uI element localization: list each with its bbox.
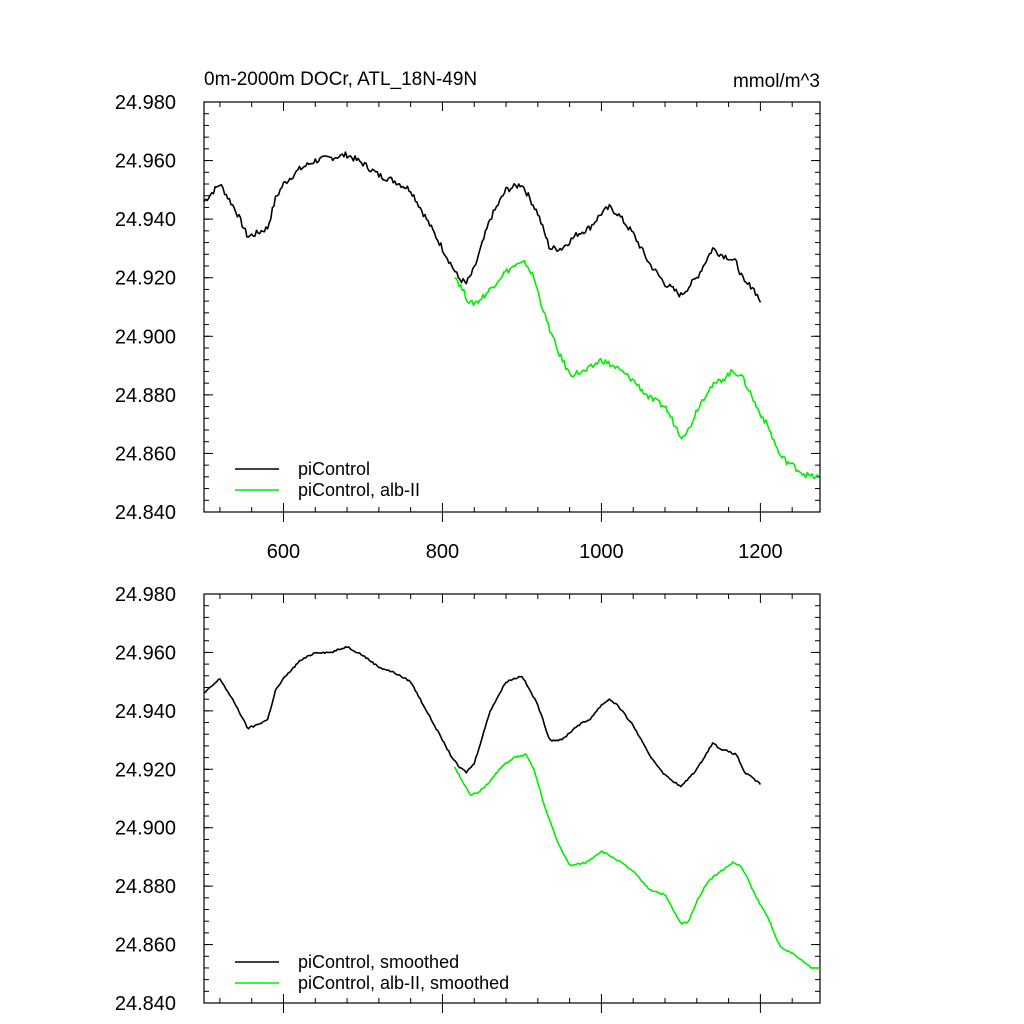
- y-tick-label: 24.980: [115, 584, 176, 606]
- y-tick-label: 24.860: [115, 935, 176, 957]
- series-line-1: [454, 259, 821, 480]
- series-line-0: [203, 645, 762, 788]
- y-tick-label: 24.980: [115, 92, 176, 114]
- bottom-panel: 24.980 24.960 24.940 24.920 24.900 24.880 24.8…: [115, 584, 821, 1015]
- y-tick-label: 24.860: [115, 443, 176, 465]
- y-tick-label: 24.960: [115, 151, 176, 173]
- y-tick-label: 24.880: [115, 385, 176, 407]
- series-line-1: [453, 753, 821, 970]
- plot-frame: [203, 101, 821, 513]
- y-tick-label: 24.920: [115, 268, 176, 290]
- y-tick-label: 24.940: [115, 701, 176, 723]
- y-tick-label: 24.840: [115, 993, 176, 1015]
- y-tick-label: 24.920: [115, 759, 176, 781]
- x-tick-label: 1000: [579, 541, 624, 563]
- y-tick-label: 24.840: [115, 502, 176, 524]
- legend-label: piControl, alb-II, smoothed: [298, 973, 509, 993]
- series-line-0: [203, 151, 762, 303]
- units-label: mmol/m^3: [733, 71, 820, 92]
- legend-label: piControl, smoothed: [298, 952, 459, 972]
- legend-label: piControl: [298, 459, 370, 479]
- x-tick-label: 1200: [738, 541, 783, 563]
- y-tick-label: 24.880: [115, 876, 176, 898]
- y-tick-label: 24.960: [115, 642, 176, 664]
- y-tick-label: 24.900: [115, 818, 176, 840]
- y-tick-label: 24.940: [115, 209, 176, 231]
- legend-label: piControl, alb-II: [298, 480, 420, 500]
- top-panel: 0m-2000m DOCr, ATL_18N-49N mmol/m^3 24.9…: [115, 69, 821, 563]
- plot-frame: [203, 593, 821, 1004]
- x-tick-label: 600: [267, 541, 300, 563]
- x-tick-label: 800: [426, 541, 459, 563]
- y-tick-label: 24.900: [115, 326, 176, 348]
- chart-title: 0m-2000m DOCr, ATL_18N-49N: [204, 69, 477, 90]
